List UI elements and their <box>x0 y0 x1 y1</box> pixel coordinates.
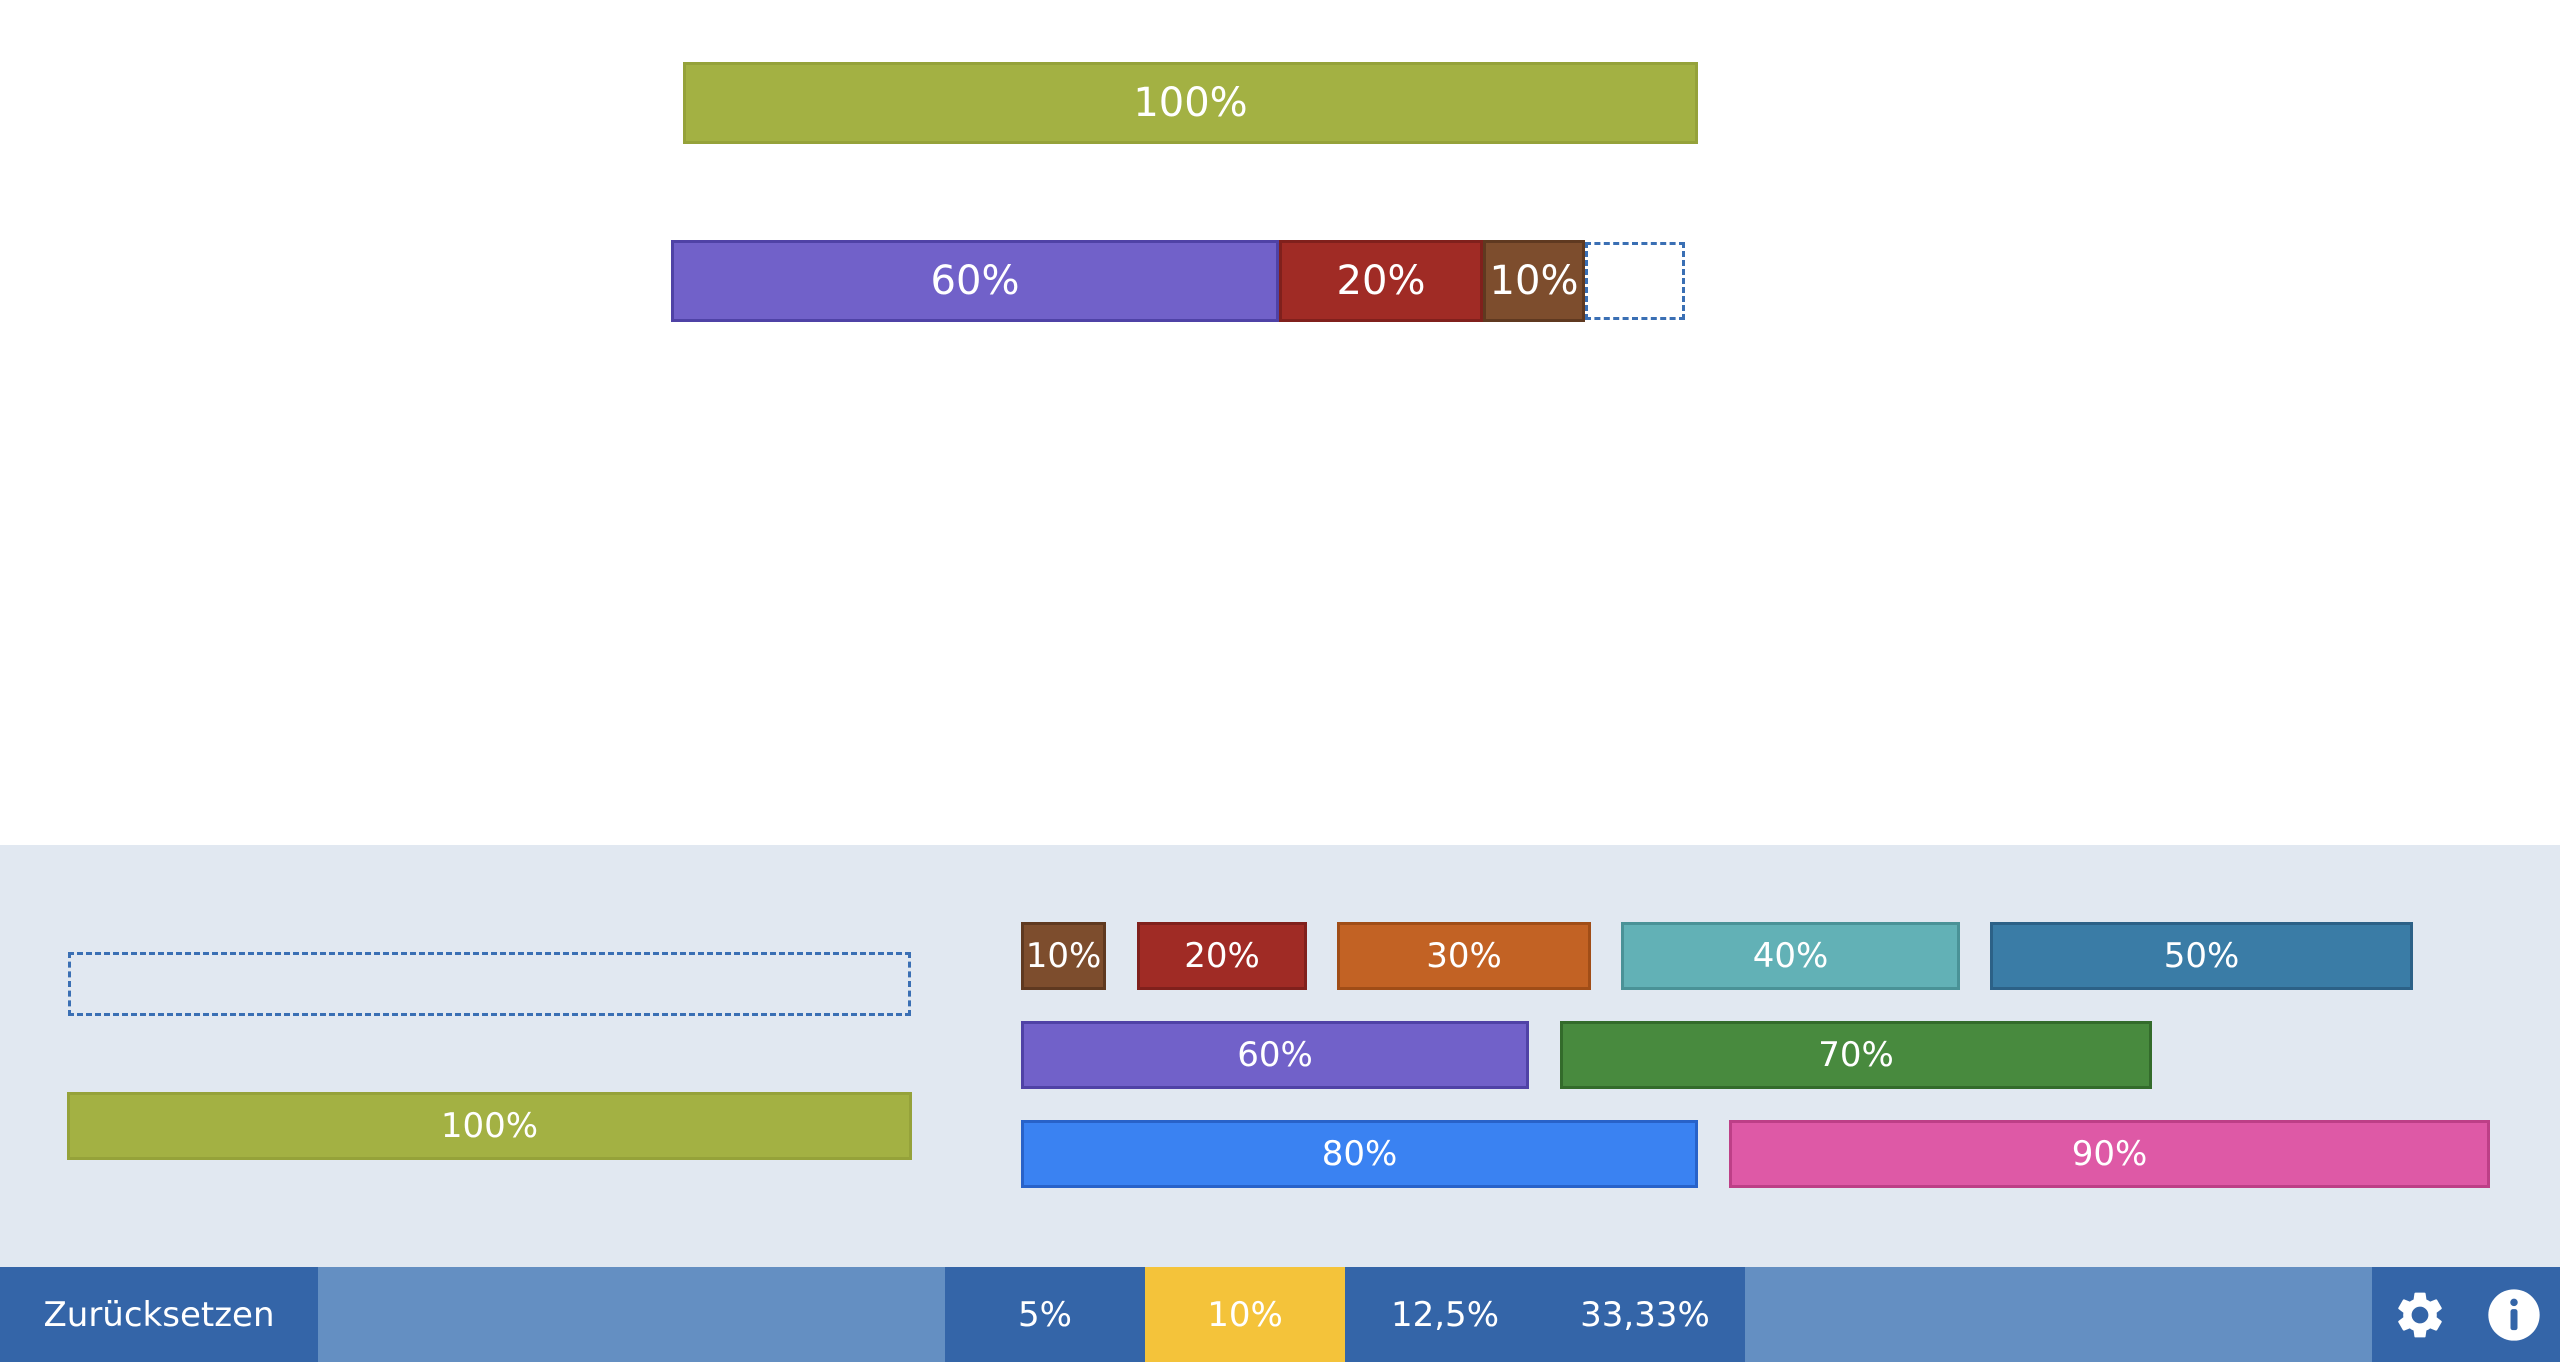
piece-90[interactable]: 90% <box>1729 1120 2490 1188</box>
piece-tray: 100% 10% 20% 30% 40% 50% 60% 70% 80% 90% <box>0 845 2560 1267</box>
piece-10[interactable]: 10% <box>1021 922 1106 990</box>
work-bar-60[interactable]: 60% <box>671 240 1279 322</box>
work-bar-10[interactable]: 10% <box>1483 240 1585 322</box>
piece-30[interactable]: 30% <box>1337 922 1591 990</box>
fraction-5-button[interactable]: 5% <box>945 1267 1145 1362</box>
tray-bar-100[interactable]: 100% <box>67 1092 912 1160</box>
fraction-12-5-button[interactable]: 12,5% <box>1345 1267 1545 1362</box>
piece-80[interactable]: 80% <box>1021 1120 1698 1188</box>
bottom-toolbar: Zurücksetzen 5% 10% 12,5% 33,33% <box>0 1267 2560 1362</box>
piece-70[interactable]: 70% <box>1560 1021 2152 1089</box>
reset-button[interactable]: Zurücksetzen <box>0 1267 318 1362</box>
tray-drop-slot[interactable] <box>68 952 911 1016</box>
info-icon <box>2487 1288 2540 1341</box>
drop-slot[interactable] <box>1585 242 1685 320</box>
piece-50[interactable]: 50% <box>1990 922 2413 990</box>
piece-60[interactable]: 60% <box>1021 1021 1529 1089</box>
fraction-33-33-button[interactable]: 33,33% <box>1545 1267 1745 1362</box>
work-bar-100[interactable]: 100% <box>683 62 1698 144</box>
info-button[interactable] <box>2467 1267 2560 1362</box>
piece-20[interactable]: 20% <box>1137 922 1307 990</box>
work-bar-20[interactable]: 20% <box>1279 240 1483 322</box>
settings-button[interactable] <box>2372 1267 2467 1362</box>
piece-40[interactable]: 40% <box>1621 922 1960 990</box>
fraction-10-button[interactable]: 10% <box>1145 1267 1345 1362</box>
gear-icon <box>2397 1292 2442 1337</box>
